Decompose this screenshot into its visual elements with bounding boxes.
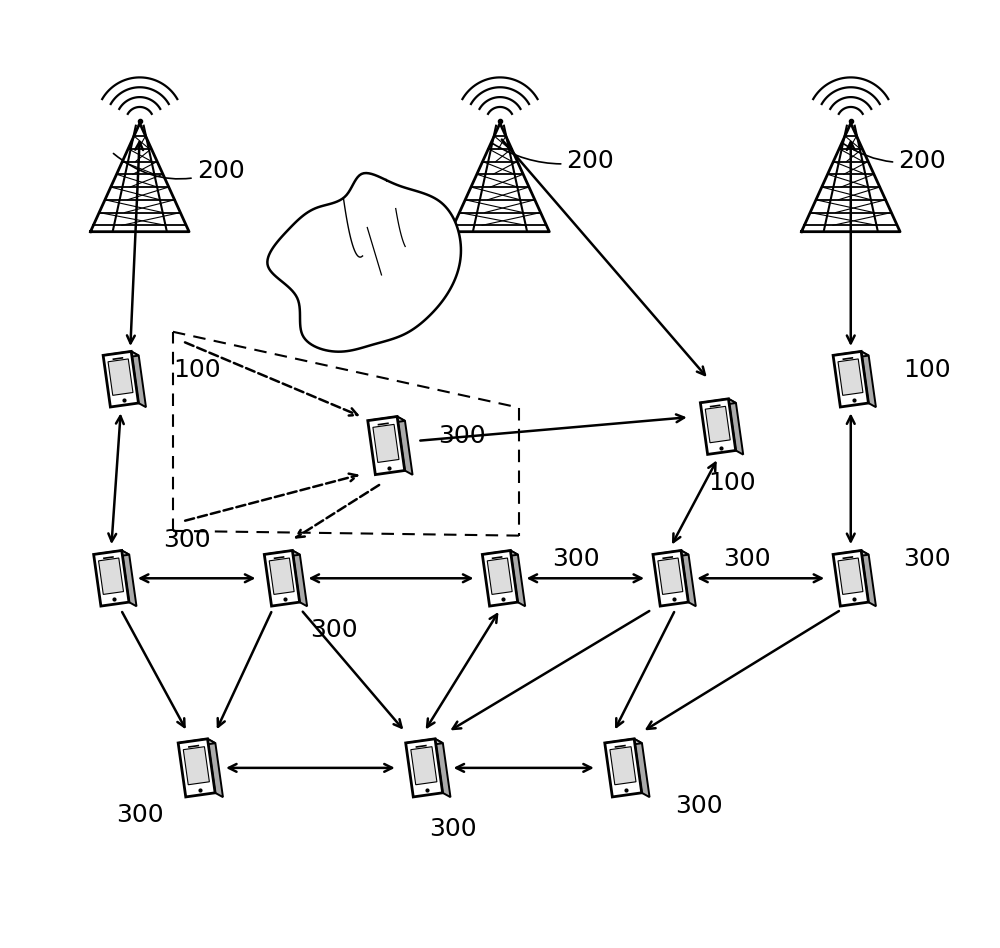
Polygon shape xyxy=(368,416,405,425)
Polygon shape xyxy=(510,551,525,607)
Polygon shape xyxy=(264,551,300,558)
Polygon shape xyxy=(833,352,869,359)
Polygon shape xyxy=(131,352,146,408)
Polygon shape xyxy=(605,738,642,797)
Text: 300: 300 xyxy=(163,528,211,553)
Polygon shape xyxy=(269,558,294,594)
Polygon shape xyxy=(183,747,209,785)
Polygon shape xyxy=(94,551,129,558)
Polygon shape xyxy=(861,352,876,408)
Polygon shape xyxy=(208,738,223,797)
Polygon shape xyxy=(653,551,688,606)
Polygon shape xyxy=(435,738,450,797)
Polygon shape xyxy=(705,407,730,443)
Polygon shape xyxy=(482,551,518,558)
Polygon shape xyxy=(267,173,461,352)
Text: 200: 200 xyxy=(113,154,244,183)
Text: 300: 300 xyxy=(116,803,164,828)
Polygon shape xyxy=(406,738,443,797)
Polygon shape xyxy=(605,738,642,747)
Polygon shape xyxy=(838,558,863,594)
Text: 200: 200 xyxy=(844,144,946,173)
Text: 300: 300 xyxy=(723,547,770,572)
Polygon shape xyxy=(373,425,399,463)
Polygon shape xyxy=(653,551,689,558)
Polygon shape xyxy=(681,551,696,607)
Polygon shape xyxy=(103,352,138,407)
Polygon shape xyxy=(94,551,129,606)
Polygon shape xyxy=(103,352,139,359)
Text: 100: 100 xyxy=(903,357,951,382)
Text: 100: 100 xyxy=(709,471,756,496)
Polygon shape xyxy=(634,738,650,797)
Polygon shape xyxy=(122,551,137,607)
Text: 300: 300 xyxy=(310,618,358,643)
Polygon shape xyxy=(833,551,868,606)
Polygon shape xyxy=(861,551,876,607)
Text: 300: 300 xyxy=(429,817,477,842)
Polygon shape xyxy=(700,399,736,407)
Polygon shape xyxy=(482,551,518,606)
Polygon shape xyxy=(610,747,636,785)
Polygon shape xyxy=(411,747,437,785)
Polygon shape xyxy=(292,551,307,607)
Text: 100: 100 xyxy=(173,357,221,382)
Polygon shape xyxy=(487,558,512,594)
Polygon shape xyxy=(397,416,413,475)
Text: 300: 300 xyxy=(675,793,723,818)
Text: 300: 300 xyxy=(903,547,951,572)
Polygon shape xyxy=(178,738,215,797)
Polygon shape xyxy=(99,558,123,594)
Polygon shape xyxy=(833,551,869,558)
Polygon shape xyxy=(700,399,736,454)
Polygon shape xyxy=(658,558,683,594)
Polygon shape xyxy=(178,738,215,747)
Polygon shape xyxy=(833,352,868,407)
Polygon shape xyxy=(264,551,300,606)
Text: 300: 300 xyxy=(438,424,486,448)
Polygon shape xyxy=(368,416,405,475)
Polygon shape xyxy=(728,399,743,455)
Text: 300: 300 xyxy=(552,547,600,572)
Polygon shape xyxy=(406,738,443,747)
Text: 200: 200 xyxy=(493,144,614,173)
Polygon shape xyxy=(108,359,133,395)
Polygon shape xyxy=(838,359,863,395)
